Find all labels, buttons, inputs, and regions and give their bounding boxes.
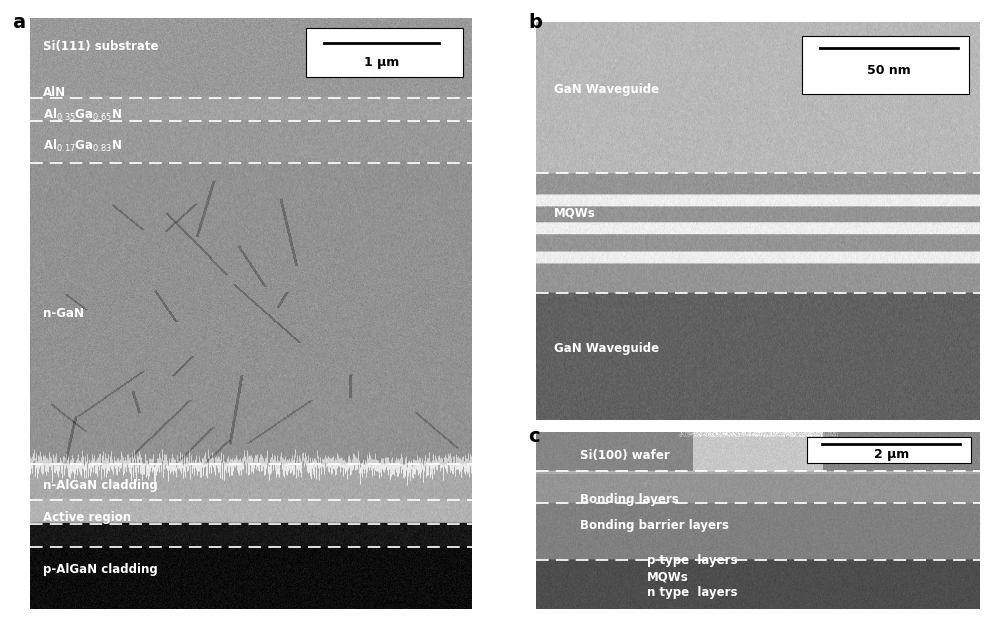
- Text: AlN: AlN: [43, 86, 66, 99]
- Text: Bonding layers: Bonding layers: [580, 493, 679, 506]
- Text: GaN Waveguide: GaN Waveguide: [554, 342, 659, 355]
- Text: Al$_{0.17}$Ga$_{0.83}$N: Al$_{0.17}$Ga$_{0.83}$N: [43, 138, 122, 154]
- Text: n-AlGaN cladding: n-AlGaN cladding: [43, 478, 158, 492]
- Text: c: c: [528, 427, 540, 446]
- Text: 1 μm: 1 μm: [364, 56, 399, 69]
- Text: Al$_{0.35}$Ga$_{0.65}$N: Al$_{0.35}$Ga$_{0.65}$N: [43, 107, 122, 123]
- Text: Bonding barrier layers: Bonding barrier layers: [580, 519, 729, 532]
- Text: n-GaN: n-GaN: [43, 307, 84, 320]
- FancyBboxPatch shape: [807, 438, 971, 463]
- Text: 2 μm: 2 μm: [874, 448, 909, 460]
- Text: a: a: [12, 13, 25, 32]
- Text: p-AlGaN cladding: p-AlGaN cladding: [43, 563, 158, 576]
- Text: Active region: Active region: [43, 511, 131, 524]
- Text: MQWs: MQWs: [554, 207, 596, 219]
- FancyBboxPatch shape: [306, 29, 463, 77]
- Text: p type  layers: p type layers: [647, 554, 738, 567]
- Text: n type  layers: n type layers: [647, 586, 738, 599]
- Text: Si(111) substrate: Si(111) substrate: [43, 39, 159, 53]
- Text: GaN Waveguide: GaN Waveguide: [554, 83, 659, 96]
- Text: Si(100) wafer: Si(100) wafer: [580, 449, 670, 462]
- Text: 50 nm: 50 nm: [867, 64, 911, 77]
- FancyBboxPatch shape: [802, 36, 969, 93]
- Text: MQWs: MQWs: [647, 570, 689, 583]
- Text: b: b: [528, 13, 542, 32]
